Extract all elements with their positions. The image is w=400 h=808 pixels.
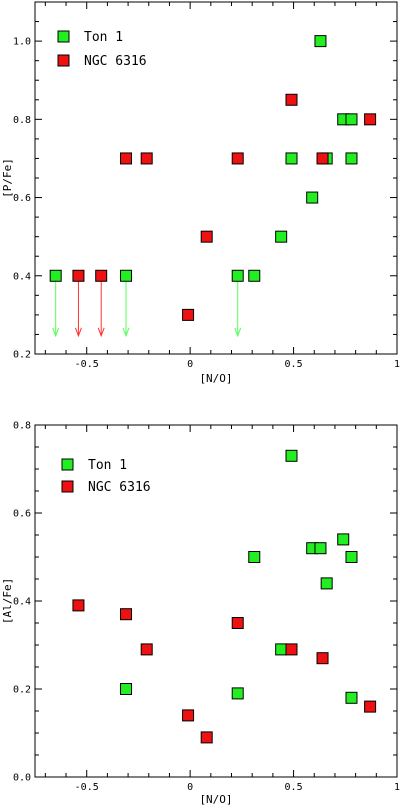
legend-label-ton1: Ton 1 [84, 30, 123, 45]
data-point [345, 551, 358, 563]
data-point [275, 230, 288, 243]
upper-limit-arrowhead [52, 327, 60, 338]
x-tick-label: 1 [394, 782, 400, 793]
data-point [364, 700, 377, 713]
upper-limit-arrowhead [122, 327, 130, 338]
y-axis-label: [Al/Fe] [1, 578, 14, 624]
legend-marker-ngc6316 [61, 480, 74, 493]
data-point [182, 308, 195, 321]
axis-ticks [35, 1, 398, 355]
data-point [248, 551, 261, 563]
data-point [140, 152, 153, 165]
y-tick-label: 0.0 [13, 773, 31, 784]
data-point [285, 449, 298, 462]
plot-frame [34, 424, 398, 778]
data-point [345, 152, 358, 165]
y-tick-label: 0.2 [13, 685, 31, 696]
data-point [120, 152, 133, 165]
data-point [248, 269, 261, 282]
panel-p-fe: -0.5 0 0.5 1 0.2 0.4 0.6 0.8 1.0 [N/O] [P/Fe] T… [1, 1, 400, 385]
x-tick-label: 0.5 [285, 782, 303, 793]
data-point [120, 683, 133, 695]
x-tick-labels: -0.5 0 0.5 1 [75, 782, 400, 793]
y-tick-label: 1.0 [13, 37, 31, 48]
x-tick-label: 0 [187, 359, 193, 370]
data-point [200, 230, 213, 243]
axis-ticks [35, 424, 398, 778]
legend-label-ton1: Ton 1 [88, 458, 127, 473]
y-tick-label: 0.4 [13, 271, 31, 282]
data-point [285, 93, 298, 106]
data-point [49, 269, 62, 282]
x-tick-label: -0.5 [75, 359, 99, 370]
data-point [314, 542, 327, 555]
upper-limit-arrowhead [74, 327, 82, 338]
data-point [140, 643, 153, 656]
data-point [120, 608, 133, 621]
data-points [49, 35, 377, 321]
x-tick-label: 0.5 [285, 359, 303, 370]
legend-marker-ngc6316 [57, 54, 70, 67]
legend: Ton 1 NGC 6316 [57, 30, 147, 69]
legend-marker-ton1 [61, 458, 74, 471]
data-point [285, 643, 298, 656]
data-points [72, 449, 377, 744]
data-point [231, 269, 244, 282]
legend-marker-ton1 [57, 30, 70, 43]
data-point [231, 687, 244, 700]
data-point [345, 113, 358, 126]
data-point [72, 269, 85, 282]
y-tick-label: 0.6 [13, 509, 31, 520]
legend: Ton 1 NGC 6316 [61, 458, 151, 495]
data-point [364, 113, 377, 126]
data-point [337, 533, 350, 546]
upper-limit-arrows [52, 275, 242, 338]
y-tick-labels: 0.0 0.2 0.4 0.6 0.8 [13, 421, 31, 784]
y-tick-label: 0.4 [13, 597, 31, 608]
legend-label-ngc6316: NGC 6316 [88, 480, 151, 495]
legend-label-ngc6316: NGC 6316 [84, 54, 147, 69]
data-point [316, 652, 329, 665]
data-point [345, 691, 358, 704]
y-tick-labels: 0.2 0.4 0.6 0.8 1.0 [13, 37, 31, 361]
y-tick-label: 0.2 [13, 350, 31, 361]
data-point [72, 599, 85, 612]
data-point [306, 191, 319, 204]
data-point [314, 35, 327, 48]
y-tick-label: 0.8 [13, 115, 31, 126]
panel-al-fe: -0.5 0 0.5 1 0.00.20.40.60.8 [N/O] [Al/Fe] … [1, 421, 400, 807]
upper-limit-arrowhead [97, 327, 105, 338]
data-point [200, 731, 213, 744]
data-point [231, 152, 244, 165]
data-point [231, 617, 244, 629]
data-point [316, 152, 329, 165]
y-tick-label: 0.6 [13, 193, 31, 204]
x-tick-label: 0 [187, 782, 193, 793]
x-axis-label: [N/O] [199, 372, 232, 385]
data-point [275, 643, 288, 656]
data-point [182, 709, 195, 722]
data-point [120, 269, 133, 282]
upper-limit-arrowhead [234, 327, 242, 338]
data-point [285, 152, 298, 165]
x-tick-label: 1 [394, 359, 400, 370]
y-axis-label: [P/Fe] [1, 158, 14, 198]
x-axis-label: [N/O] [199, 793, 232, 806]
x-tick-labels: -0.5 0 0.5 1 [75, 359, 400, 370]
data-point [320, 577, 333, 590]
data-point [95, 269, 108, 282]
y-tick-label: 0.8 [13, 421, 31, 432]
x-tick-label: -0.5 [75, 782, 99, 793]
